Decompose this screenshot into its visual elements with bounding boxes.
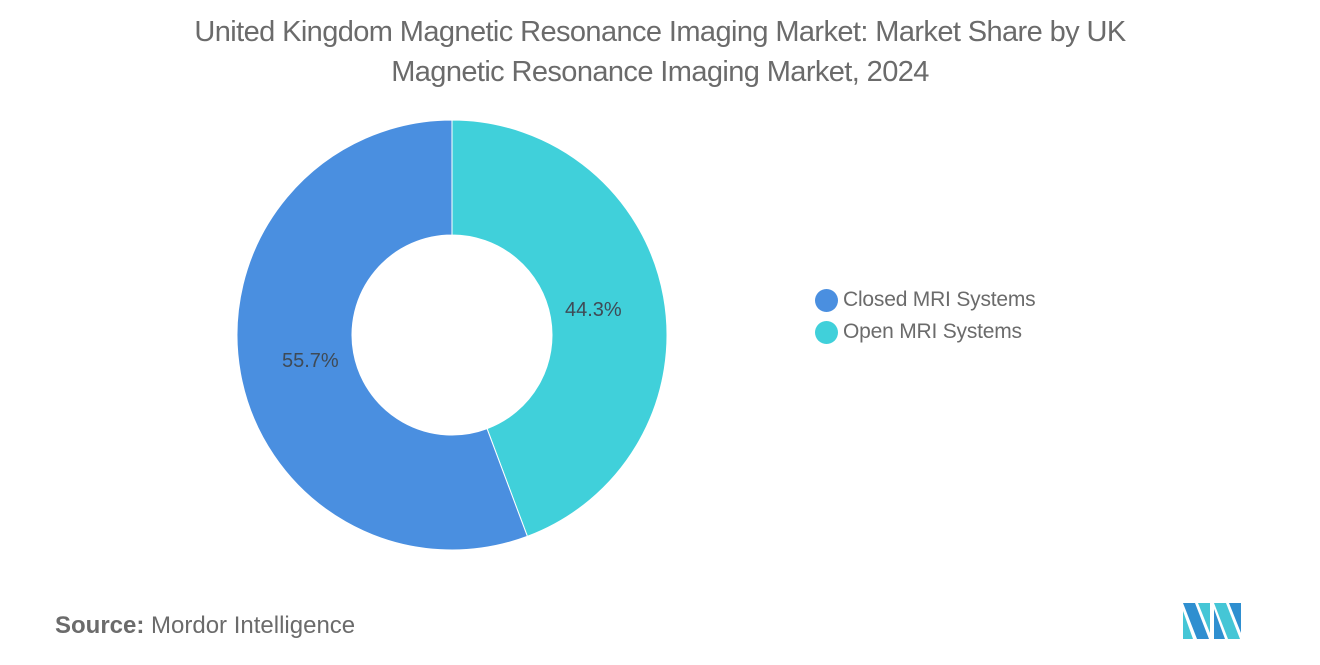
source-value: Mordor Intelligence [151,612,356,639]
chart-title: United Kingdom Magnetic Resonance Imagin… [0,12,1320,92]
mordor-intelligence-logo-icon [1183,603,1241,639]
slice-label-open-mri: 44.3% [565,299,622,321]
chart-legend: Closed MRI Systems Open MRI Systems [815,284,1036,348]
slice-open-mri-systems[interactable] [451,119,668,538]
source-key: Source: [55,612,145,639]
slice-label-closed-mri: 55.7% [282,350,339,372]
legend-swatch-circle-icon [815,288,838,312]
chart-title-line-2: Magnetic Resonance Imaging Market, 2024 [391,56,929,88]
legend-swatch-circle-icon [815,320,838,344]
legend-item-open-mri-systems[interactable]: Open MRI Systems [815,316,1035,348]
legend-label: Open MRI Systems [843,320,1022,343]
slice-closed-mri-systems[interactable] [236,119,529,551]
source-note: Source: Mordor Intelligence [55,612,355,640]
legend-label: Closed MRI Systems [843,288,1036,311]
donut-slices [236,119,668,551]
chart-title-line-1: United Kingdom Magnetic Resonance Imagin… [194,16,1126,48]
legend-item-closed-mri-systems[interactable]: Closed MRI Systems [815,284,1036,316]
